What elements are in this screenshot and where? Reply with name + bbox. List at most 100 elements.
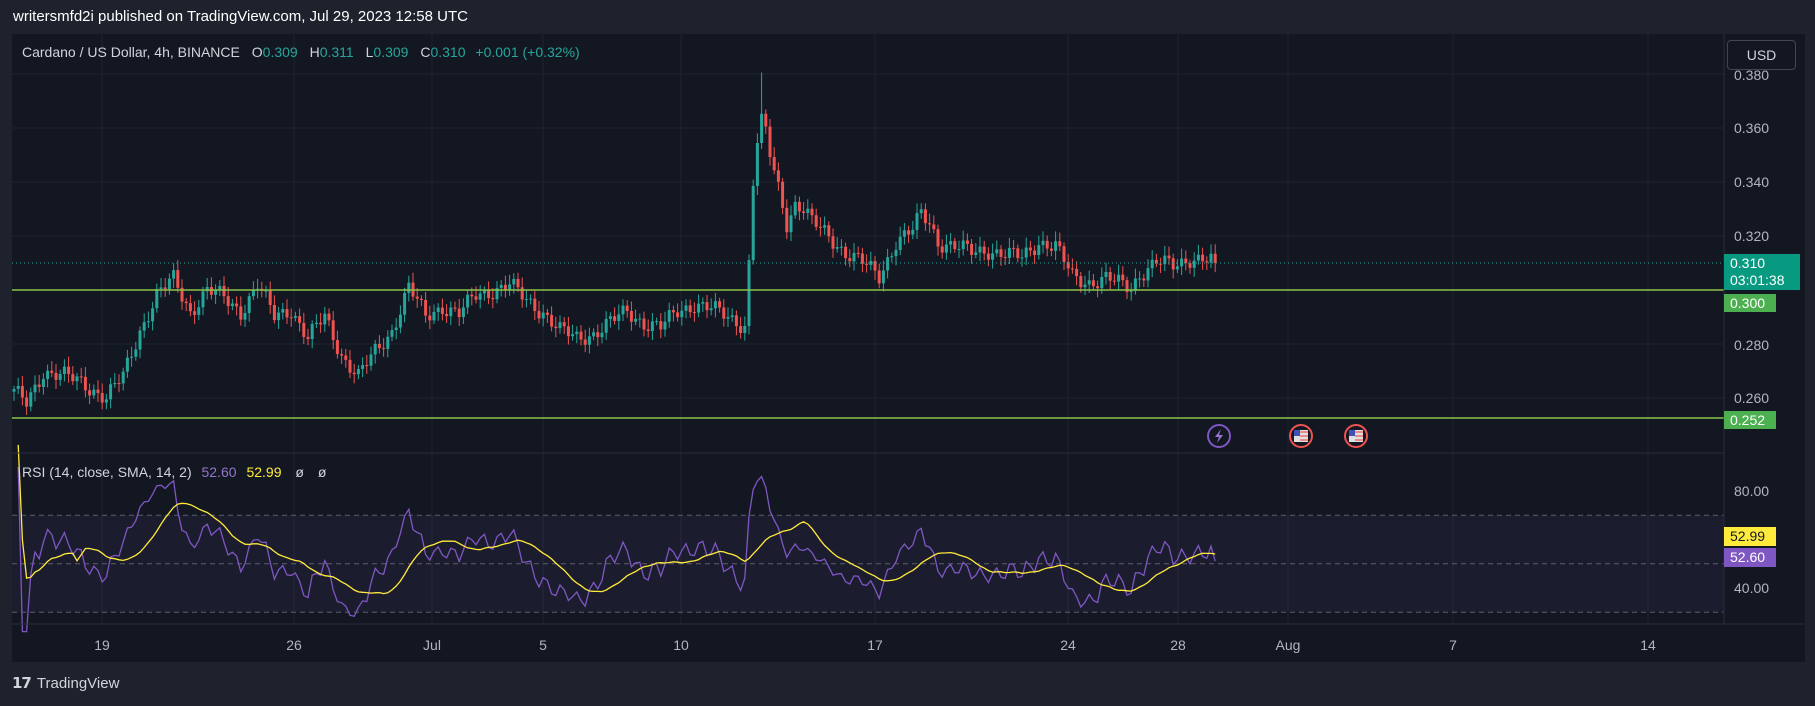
candle-body: [923, 209, 927, 224]
candle-body: [818, 226, 822, 228]
candle-body: [860, 253, 864, 264]
footer[interactable]: 17 TradingView: [12, 674, 119, 692]
candle-body: [739, 326, 743, 333]
candle-body: [281, 309, 285, 313]
candle-body: [58, 373, 62, 380]
candle-body: [428, 315, 432, 321]
candle-body: [79, 376, 83, 378]
candle: [533, 291, 537, 321]
candle-body: [335, 340, 339, 355]
candle: [356, 365, 360, 380]
symbol-label[interactable]: Cardano / US Dollar, 4h, BINANCE: [22, 44, 240, 60]
candle-body: [327, 313, 331, 321]
candle: [814, 208, 818, 231]
candle-body: [571, 334, 575, 337]
candle: [1062, 242, 1066, 271]
change-value: +0.001 (+0.32%): [475, 44, 580, 60]
candle: [1096, 280, 1100, 298]
candle-body: [705, 302, 709, 311]
candle: [902, 222, 906, 245]
candle: [29, 387, 33, 412]
candle: [953, 237, 957, 253]
candle: [205, 277, 209, 300]
candle-body: [1129, 290, 1133, 292]
candle: [827, 221, 831, 243]
candle-body: [46, 370, 50, 379]
candle: [831, 228, 835, 258]
candle: [361, 357, 365, 378]
candle-body: [726, 317, 730, 319]
candle: [474, 286, 478, 304]
candle: [83, 366, 87, 398]
candle: [789, 205, 793, 242]
rsi-bands: [12, 514, 1724, 613]
candle: [37, 374, 41, 393]
candle-body: [146, 321, 150, 323]
rsi-line: [17, 466, 1216, 633]
candle: [243, 304, 247, 327]
candle: [428, 305, 432, 330]
rsi-legend[interactable]: RSI (14, close, SMA, 14, 2) 52.60 52.99 …: [22, 464, 326, 480]
candle: [403, 287, 407, 323]
candle: [655, 317, 659, 326]
candle: [776, 162, 780, 191]
candle: [281, 302, 285, 320]
candle: [701, 297, 705, 312]
candle-body: [608, 316, 612, 319]
candle: [79, 367, 83, 384]
candle-body: [831, 236, 835, 249]
candle: [873, 255, 877, 280]
candle-body: [12, 388, 16, 392]
candle: [1012, 240, 1016, 258]
candle: [684, 299, 688, 319]
candle-body: [184, 301, 188, 304]
candle-body: [302, 322, 306, 337]
candle-body: [529, 298, 533, 300]
chart-frame[interactable]: [12, 34, 1805, 662]
candle-body: [1062, 246, 1066, 262]
rsi-pane: [17, 444, 1216, 633]
rsi-sma-tag: 52.99: [1724, 527, 1776, 546]
close-label: C: [420, 44, 431, 60]
candle-body: [71, 374, 75, 382]
candle-body: [1007, 247, 1011, 258]
candle: [1129, 282, 1133, 301]
candle: [1163, 245, 1167, 272]
candle: [1045, 235, 1049, 257]
currency-button[interactable]: USD: [1727, 40, 1796, 70]
candle: [155, 283, 159, 313]
candle: [1108, 267, 1112, 290]
candle-body: [537, 310, 541, 319]
candle-body: [659, 321, 663, 330]
candle-body: [424, 300, 428, 316]
candle-body: [268, 290, 272, 305]
candle-body: [377, 343, 381, 349]
candle-body: [277, 312, 281, 321]
candle-body: [306, 336, 310, 340]
price-legend[interactable]: Cardano / US Dollar, 4h, BINANCE O0.309 …: [22, 44, 580, 60]
candle: [75, 372, 79, 391]
candle: [1049, 241, 1053, 257]
candle: [419, 295, 423, 307]
candle-body: [734, 315, 738, 327]
candle-body: [272, 304, 276, 321]
candle: [306, 328, 310, 346]
time-tick-label: Jul: [423, 637, 441, 653]
candle: [293, 311, 297, 322]
candle-body: [449, 307, 453, 317]
candle: [1007, 237, 1011, 265]
price-tick-label: 0.360: [1734, 120, 1769, 136]
candle: [125, 349, 129, 378]
candle-body: [386, 336, 390, 349]
candle-body: [827, 225, 831, 237]
candle: [726, 307, 730, 327]
candle: [743, 316, 747, 341]
candle: [348, 350, 352, 379]
candle-body: [575, 331, 579, 335]
candle-body: [29, 392, 33, 407]
candle-body: [117, 383, 121, 385]
candle-body: [1037, 245, 1041, 255]
candle: [449, 301, 453, 326]
rsi-title[interactable]: RSI (14, close, SMA, 14, 2): [22, 464, 192, 480]
